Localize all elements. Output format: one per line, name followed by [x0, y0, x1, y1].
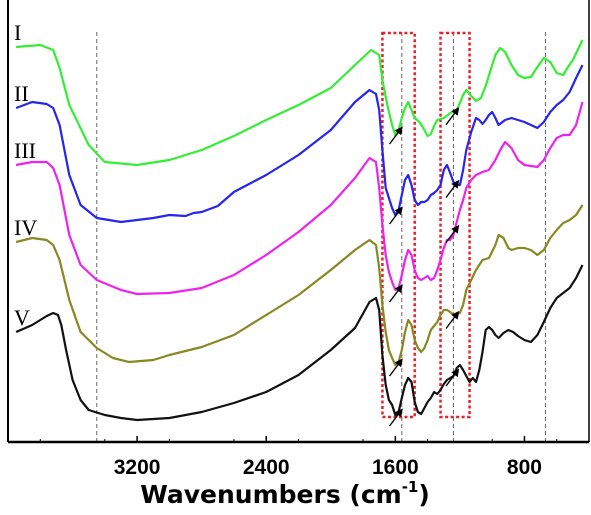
series-line-2 [15, 64, 584, 224]
series-line-3 [15, 101, 584, 296]
series-label-5: V [14, 305, 30, 330]
peak-arrow-5-2 [445, 368, 460, 387]
series-line-1 [16, 39, 584, 167]
highlight-box-2 [439, 31, 471, 419]
peak-arrow-1-1 [389, 126, 403, 145]
series-label-2: II [14, 81, 29, 106]
spectra-lines [15, 39, 584, 422]
series-line-5 [15, 264, 584, 422]
peak-arrow-3-2 [445, 224, 460, 243]
x-axis-title: Wavenumbers (cm-1) [140, 478, 430, 509]
peak-arrow-4-2 [445, 310, 460, 329]
series-line-4 [15, 204, 584, 367]
x-axis-title-superscript: -1 [402, 478, 419, 496]
peak-arrow-3-1 [389, 284, 403, 303]
x-tick-label-800: 800 [507, 456, 542, 479]
peak-arrow-4-1 [389, 358, 403, 377]
series-label-3: III [14, 138, 36, 163]
peak-arrow-5-1 [389, 408, 403, 427]
series-label-4: IV [14, 215, 37, 240]
x-tick-label-3200: 3200 [114, 456, 161, 479]
peak-arrows [389, 107, 460, 427]
series-label-1: I [14, 20, 21, 45]
peak-arrow-2-2 [445, 179, 460, 198]
reference-lines [96, 32, 546, 442]
peak-arrow-1-2 [445, 107, 460, 126]
x-tick-label-1600: 1600 [372, 456, 419, 479]
x-ticks: 3200 2400 1600 800 [39, 436, 558, 479]
x-tick-label-2400: 2400 [243, 456, 290, 479]
peak-arrow-2-1 [389, 206, 403, 225]
